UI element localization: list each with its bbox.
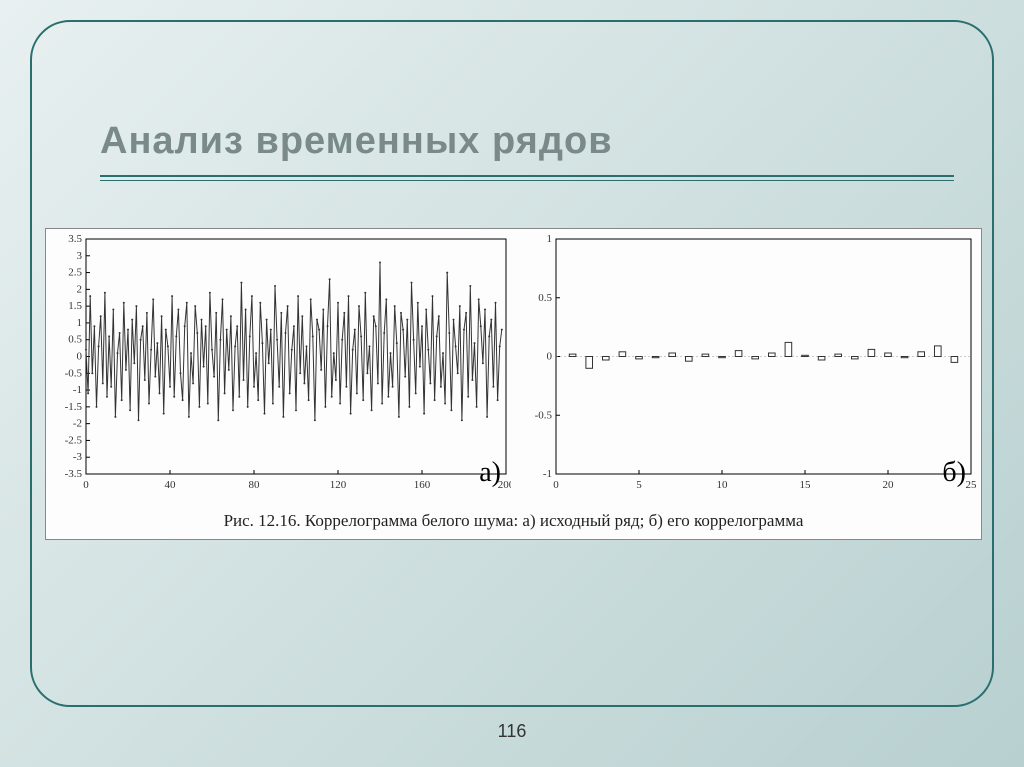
svg-text:120: 120 <box>330 479 347 491</box>
svg-text:160: 160 <box>414 479 431 491</box>
svg-text:40: 40 <box>165 479 177 491</box>
svg-text:-1: -1 <box>543 468 552 480</box>
figure-container: -3.5 -3 -2.5 -2 -1.5 -1 -0.5 0 0.5 1 1.5 2 2.5 3 3.5 0 4… <box>45 228 982 540</box>
chart-a-svg: -3.5 -3 -2.5 -2 -1.5 -1 -0.5 0 0.5 1 1.5 2 2.5 3 3.5 0 4… <box>51 234 511 494</box>
svg-text:-1: -1 <box>73 384 82 396</box>
chart-b-svg: -1-0.500.510510152025 <box>521 234 976 494</box>
svg-text:0: 0 <box>77 351 83 363</box>
slide-title: Анализ временных рядов <box>100 120 613 163</box>
panel-label-b: б) <box>942 457 966 489</box>
svg-text:-2.5: -2.5 <box>65 434 83 446</box>
svg-text:3.5: 3.5 <box>68 234 82 245</box>
svg-text:25: 25 <box>966 479 977 491</box>
svg-text:1: 1 <box>77 317 83 329</box>
svg-text:0: 0 <box>547 351 553 363</box>
svg-text:-3.5: -3.5 <box>65 468 83 480</box>
page-number: 116 <box>498 721 527 742</box>
svg-text:-1.5: -1.5 <box>65 401 83 413</box>
svg-text:1: 1 <box>547 234 553 245</box>
svg-text:-0.5: -0.5 <box>65 367 83 379</box>
svg-text:-3: -3 <box>73 451 83 463</box>
figure-caption: Рис. 12.16. Коррелограмма белого шума: а… <box>46 511 981 531</box>
svg-text:5: 5 <box>636 479 642 491</box>
title-underline <box>100 175 954 181</box>
svg-text:0: 0 <box>83 479 89 491</box>
svg-text:3: 3 <box>77 250 83 262</box>
panel-label-a: а) <box>479 457 501 489</box>
svg-text:15: 15 <box>800 479 812 491</box>
chart-a-timeseries: -3.5 -3 -2.5 -2 -1.5 -1 -0.5 0 0.5 1 1.5 2 2.5 3 3.5 0 4… <box>51 234 511 494</box>
svg-text:0: 0 <box>553 479 559 491</box>
svg-text:-2: -2 <box>73 418 82 430</box>
svg-text:0.5: 0.5 <box>538 292 552 304</box>
svg-text:2.5: 2.5 <box>68 267 82 279</box>
svg-text:10: 10 <box>717 479 729 491</box>
svg-text:80: 80 <box>249 479 261 491</box>
svg-text:1.5: 1.5 <box>68 300 82 312</box>
svg-text:20: 20 <box>883 479 895 491</box>
chart-b-correlogram: -1-0.500.510510152025 б) <box>521 234 976 494</box>
svg-text:-0.5: -0.5 <box>535 409 553 421</box>
svg-text:0.5: 0.5 <box>68 334 82 346</box>
svg-text:2: 2 <box>77 283 83 295</box>
